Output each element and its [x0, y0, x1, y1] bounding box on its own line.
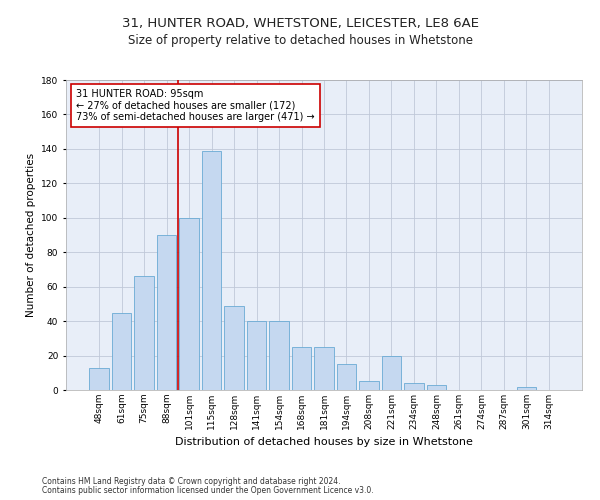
- Bar: [269, 321, 289, 390]
- Text: 31 HUNTER ROAD: 95sqm
← 27% of detached houses are smaller (172)
73% of semi-det: 31 HUNTER ROAD: 95sqm ← 27% of detached …: [76, 90, 315, 122]
- Bar: [179, 218, 199, 390]
- Y-axis label: Number of detached properties: Number of detached properties: [26, 153, 35, 317]
- Bar: [89, 368, 109, 390]
- Text: Contains public sector information licensed under the Open Government Licence v3: Contains public sector information licen…: [42, 486, 374, 495]
- Bar: [517, 386, 536, 390]
- Bar: [157, 235, 176, 390]
- Bar: [359, 382, 379, 390]
- Bar: [314, 347, 334, 390]
- Bar: [224, 306, 244, 390]
- Bar: [404, 383, 424, 390]
- Text: Size of property relative to detached houses in Whetstone: Size of property relative to detached ho…: [128, 34, 473, 47]
- Bar: [292, 347, 311, 390]
- Bar: [382, 356, 401, 390]
- Bar: [247, 321, 266, 390]
- Text: 31, HUNTER ROAD, WHETSTONE, LEICESTER, LE8 6AE: 31, HUNTER ROAD, WHETSTONE, LEICESTER, L…: [121, 18, 479, 30]
- Bar: [112, 312, 131, 390]
- Bar: [337, 364, 356, 390]
- Bar: [134, 276, 154, 390]
- Bar: [202, 150, 221, 390]
- Bar: [427, 385, 446, 390]
- X-axis label: Distribution of detached houses by size in Whetstone: Distribution of detached houses by size …: [175, 438, 473, 448]
- Text: Contains HM Land Registry data © Crown copyright and database right 2024.: Contains HM Land Registry data © Crown c…: [42, 477, 341, 486]
